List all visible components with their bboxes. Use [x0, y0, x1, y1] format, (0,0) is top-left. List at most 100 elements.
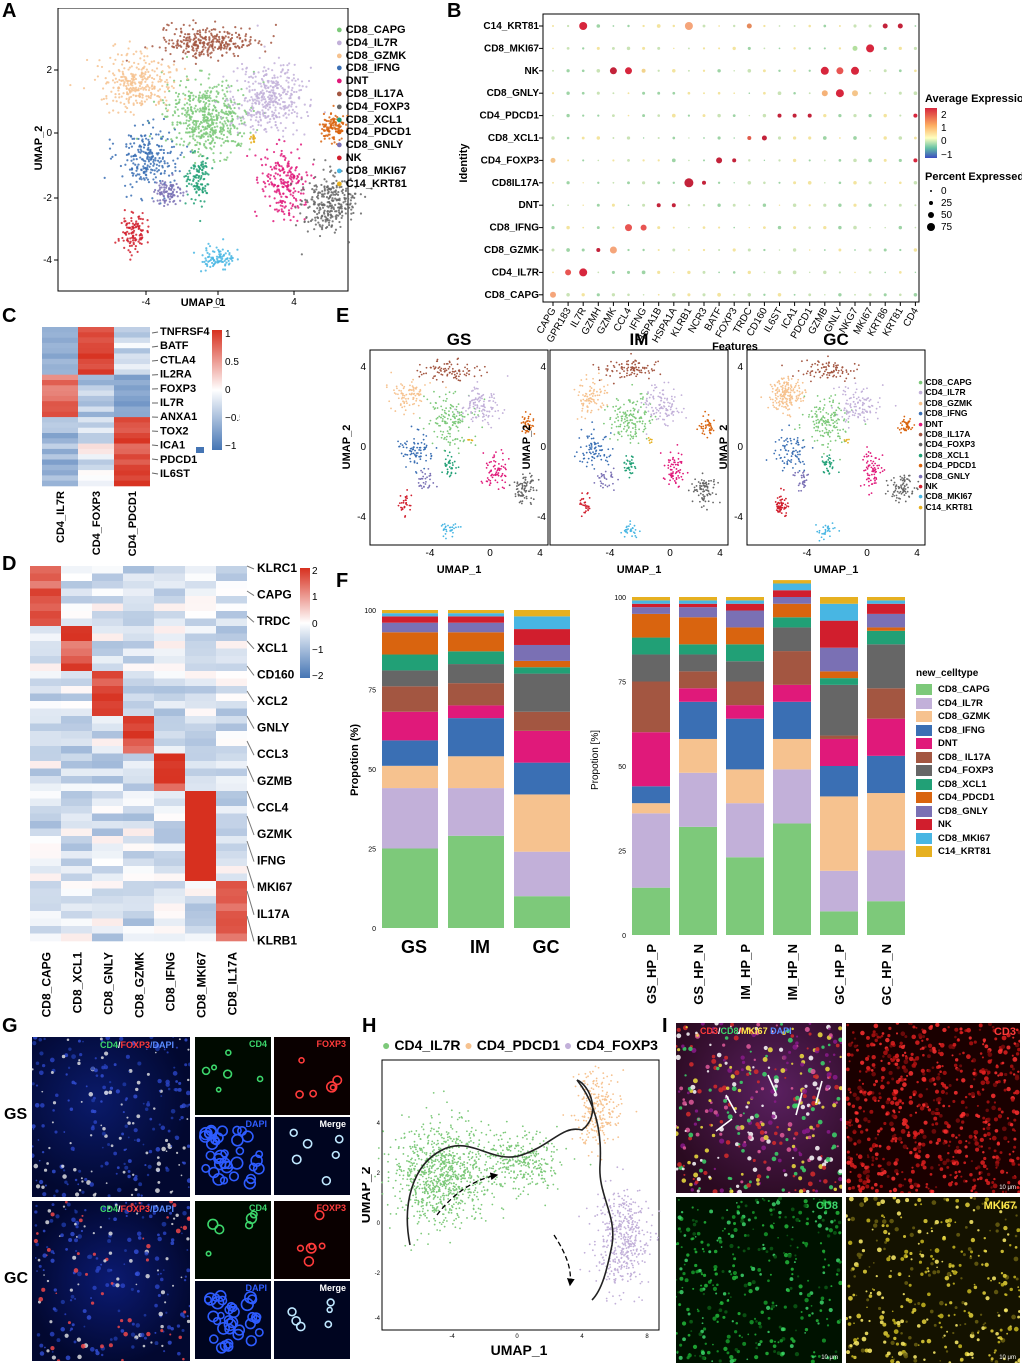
umap-point — [221, 80, 224, 83]
umap-point — [221, 255, 224, 258]
umap-point — [196, 120, 200, 123]
umap-point — [281, 185, 284, 188]
umap-point — [286, 90, 289, 93]
heatmap-cell — [61, 618, 92, 627]
umap-point — [109, 157, 113, 160]
umap-point — [667, 414, 670, 417]
umap-point — [268, 98, 271, 101]
heatmap-cell — [30, 588, 61, 597]
umap-point — [122, 239, 125, 242]
heatmap-cell — [42, 438, 78, 444]
umap-point — [127, 146, 131, 150]
umap-point — [188, 178, 191, 181]
umap-point — [309, 103, 312, 107]
umap-point — [129, 86, 132, 90]
umap-point — [327, 191, 330, 194]
dot — [732, 114, 736, 118]
umap-point — [292, 196, 296, 199]
umap-point — [204, 140, 207, 143]
umap-point — [418, 455, 421, 458]
umap-point — [599, 454, 602, 457]
umap-point — [335, 143, 339, 146]
umap-point — [211, 40, 214, 43]
umap-point — [204, 162, 207, 165]
umap-point — [284, 104, 287, 107]
dot — [914, 271, 917, 274]
umap-point — [340, 137, 343, 140]
umap-point — [419, 371, 422, 373]
umap-point — [266, 179, 270, 183]
umap-point — [197, 155, 201, 158]
dot — [884, 226, 886, 229]
umap-point — [238, 46, 241, 49]
umap-point — [477, 415, 480, 418]
dot — [552, 25, 554, 27]
umap-point — [429, 402, 432, 405]
legend-item: ● NK — [336, 152, 446, 165]
umap-point — [281, 205, 284, 208]
umap-point — [125, 106, 129, 110]
umap-point — [273, 93, 276, 97]
heatmap-cell — [123, 663, 154, 672]
dot — [898, 203, 902, 207]
umap-point — [173, 33, 176, 36]
umap-point — [267, 86, 270, 89]
dot — [672, 271, 675, 274]
umap-point — [184, 109, 187, 112]
umap-point — [441, 380, 444, 383]
umap-point — [327, 221, 331, 224]
umap-point — [624, 411, 627, 414]
umap-point — [614, 409, 617, 412]
umap-point — [247, 112, 251, 115]
gene-label: CTLA4 — [160, 354, 196, 366]
umap-point — [291, 108, 294, 111]
umap-point — [634, 430, 637, 433]
umap-point — [350, 212, 353, 215]
umap-point — [241, 40, 244, 43]
umap-point — [501, 412, 504, 414]
umap-point — [313, 184, 316, 187]
umap-point — [162, 72, 166, 76]
umap-point — [127, 101, 130, 104]
umap-point — [399, 442, 402, 445]
umap-point — [204, 171, 207, 174]
umap-point — [341, 191, 344, 195]
heatmap-cell — [154, 596, 185, 604]
umap-point — [655, 418, 658, 421]
umap-point — [240, 27, 243, 30]
dot — [550, 291, 556, 298]
umap-point — [523, 426, 525, 429]
umap-point — [274, 82, 278, 85]
dot — [898, 158, 902, 162]
umap-point — [226, 130, 229, 133]
umap-point — [190, 106, 193, 109]
identity-label: CD8_CAPG — [485, 290, 540, 301]
umap-point — [429, 474, 432, 477]
heatmap-cell — [92, 671, 123, 679]
umap-point — [530, 474, 533, 477]
umap-point — [208, 253, 211, 256]
heatmap-cell — [30, 596, 61, 604]
umap-point — [252, 109, 255, 113]
umap-point — [604, 389, 606, 392]
umap-point — [131, 239, 135, 242]
identity-label: CD8_GZMK — [484, 245, 540, 256]
umap-point — [345, 203, 348, 206]
heatmap-cell — [30, 881, 61, 889]
umap-point — [525, 495, 528, 498]
dot — [854, 293, 856, 296]
dot — [808, 204, 811, 207]
umap-point — [171, 39, 174, 42]
umap-point — [173, 111, 177, 115]
umap-point — [213, 99, 216, 102]
umap-point — [152, 178, 155, 181]
umap-point — [203, 177, 206, 181]
umap-point — [174, 91, 178, 94]
umap-point — [239, 144, 242, 148]
heatmap-cell — [185, 896, 216, 904]
heatmap-cell — [216, 686, 247, 694]
umap-point — [137, 81, 141, 84]
heatmap-cell — [92, 761, 123, 769]
heatmap-cell — [78, 417, 114, 423]
umap-point — [236, 54, 240, 58]
